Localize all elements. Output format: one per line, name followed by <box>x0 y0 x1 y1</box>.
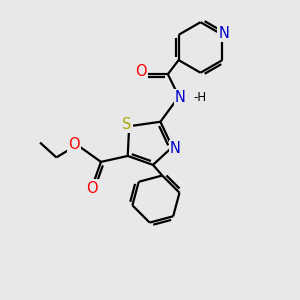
Text: O: O <box>68 136 80 152</box>
Text: -H: -H <box>193 92 206 104</box>
Text: N: N <box>175 91 186 106</box>
Text: S: S <box>122 117 131 132</box>
Text: O: O <box>135 64 147 79</box>
Text: N: N <box>170 141 181 156</box>
Text: O: O <box>86 181 98 196</box>
Text: N: N <box>218 26 229 41</box>
